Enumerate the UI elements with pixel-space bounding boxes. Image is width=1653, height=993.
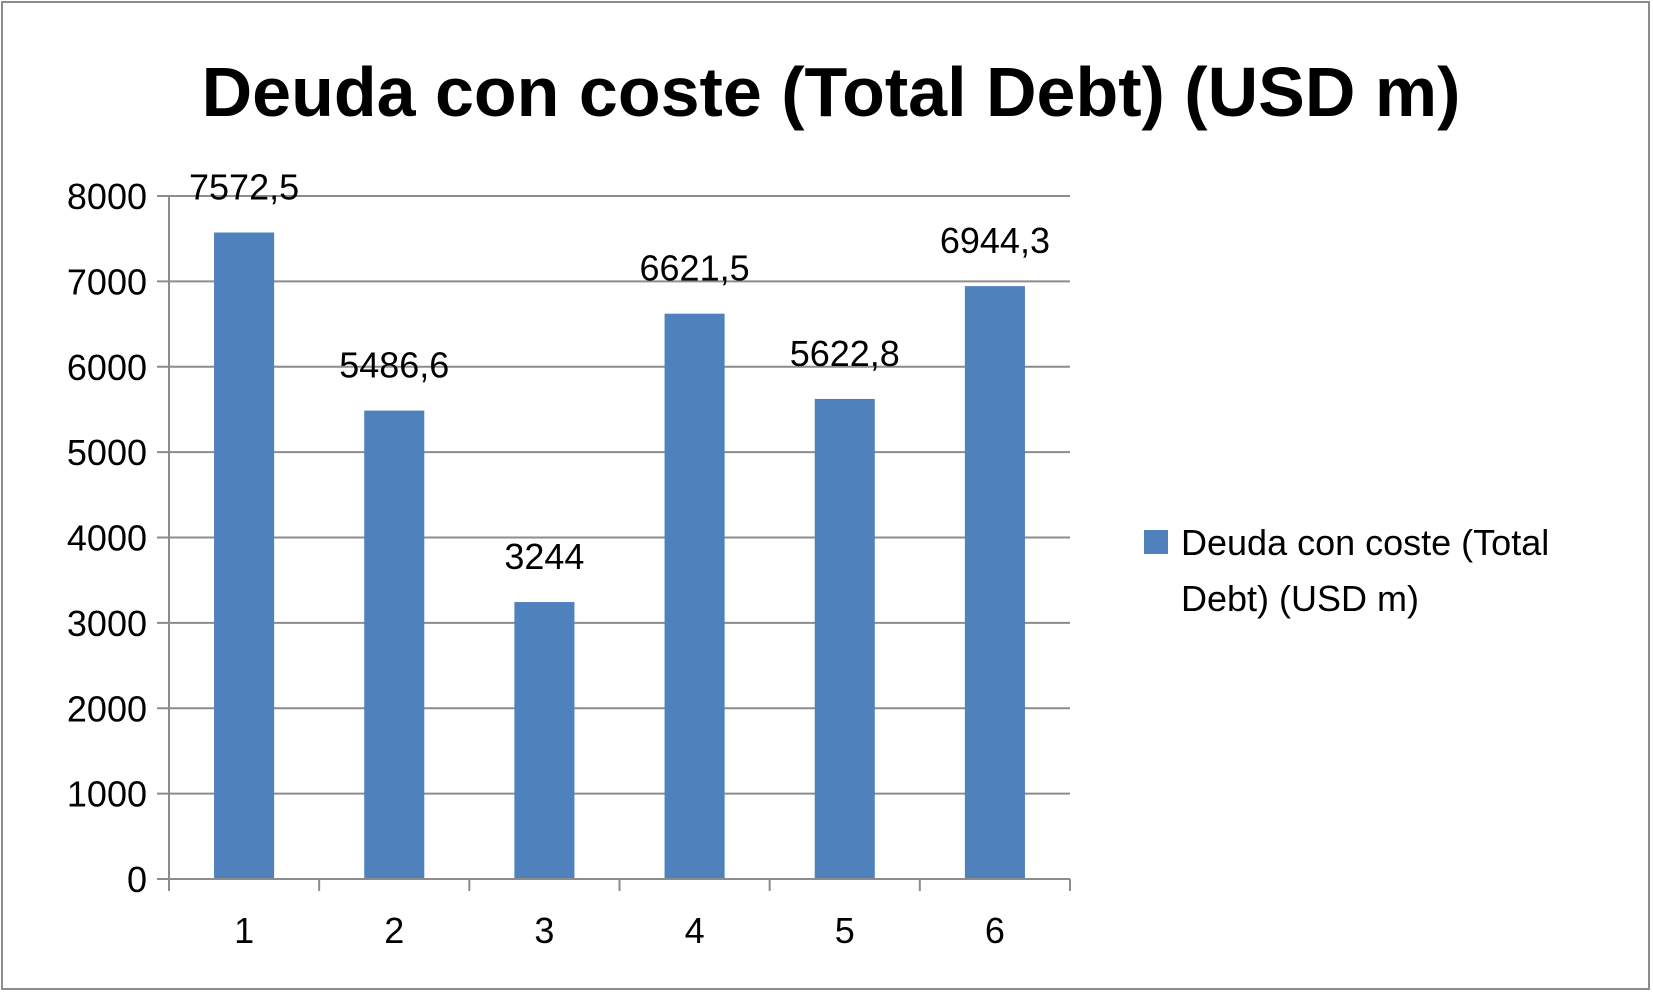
y-tick-label: 8000: [67, 176, 147, 217]
legend-swatch: [1144, 530, 1168, 554]
bar-4: [664, 313, 725, 879]
bar-2: [364, 410, 425, 879]
bar-5: [814, 398, 875, 879]
data-label: 6621,5: [640, 248, 750, 289]
chart-title: Deuda con coste (Total Debt) (USD m): [202, 53, 1461, 131]
y-tick-label: 6000: [67, 347, 147, 388]
data-label: 6944,3: [940, 220, 1050, 261]
bar-1: [214, 232, 275, 880]
data-label: 7572,5: [189, 166, 299, 207]
data-label: 5622,8: [790, 333, 900, 374]
data-labels: 7572,5 5486,6 3244 6621,5 5622,8 6944,3: [189, 166, 1050, 577]
y-tick-label: 3000: [67, 603, 147, 644]
bar-3: [514, 602, 575, 879]
x-tick-label: 1: [234, 910, 254, 951]
y-tick-label: 5000: [67, 432, 147, 473]
x-tick-label: 5: [835, 910, 855, 951]
legend-label: Deuda con coste (Total: [1181, 522, 1549, 563]
y-tick-label: 4000: [67, 518, 147, 559]
y-tick-label: 1000: [67, 774, 147, 815]
y-tick-label: 7000: [67, 261, 147, 302]
axes: 0 1000 2000 3000 4000 5000 6000 7000 8000 1 2 3 4 5 6: [67, 176, 1071, 951]
bar-chart: Deuda con coste (Total Debt) (USD m) 0 10…: [67, 53, 1549, 951]
y-tick-label: 0: [127, 859, 147, 900]
bar-6: [964, 286, 1025, 880]
data-label: 5486,6: [339, 345, 449, 386]
data-label: 3244: [504, 536, 584, 577]
x-tick-label: 4: [685, 910, 705, 951]
x-tick-label: 6: [985, 910, 1005, 951]
legend: Deuda con coste (Total Debt) (USD m): [1144, 522, 1549, 619]
legend-label: Debt) (USD m): [1181, 578, 1419, 619]
bars: [214, 232, 1025, 880]
x-tick-label: 3: [534, 910, 554, 951]
x-tick-label: 2: [384, 910, 404, 951]
y-tick-label: 2000: [67, 688, 147, 729]
gridlines: [169, 195, 1070, 795]
